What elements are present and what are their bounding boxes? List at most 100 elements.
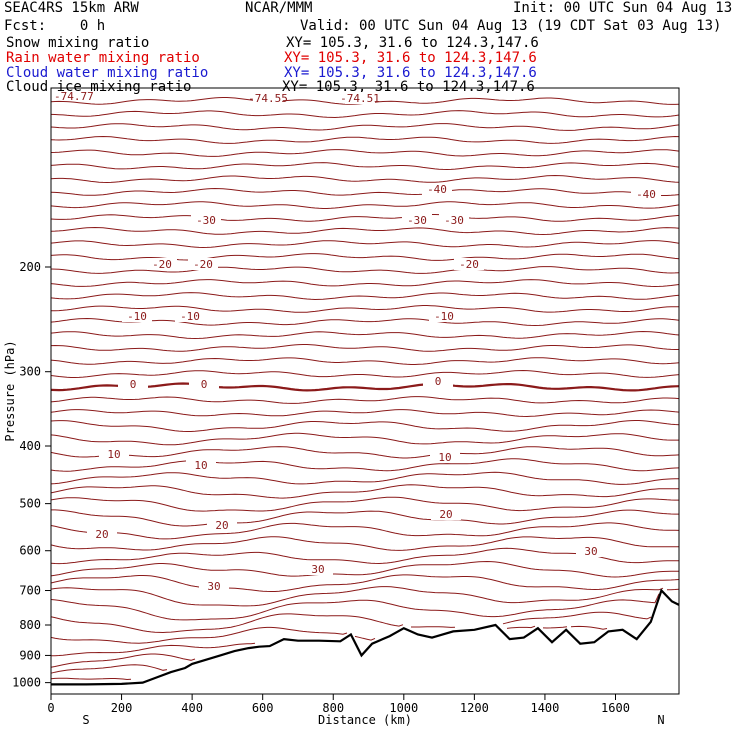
contour-label-bg xyxy=(99,448,129,460)
contour-label: -20 xyxy=(459,258,479,271)
contour-label-bg xyxy=(576,545,606,557)
contour-line-44 xyxy=(50,664,168,674)
contour-line-33 xyxy=(50,522,680,540)
field-cloud-ice-xy: XY= 105.3, 31.6 to 124.3,147.6 xyxy=(282,79,535,95)
contour-line-4 xyxy=(50,149,680,157)
contour-line-21 xyxy=(50,369,680,378)
contour-label: 20 xyxy=(95,528,108,541)
contour-label-bg xyxy=(439,214,469,226)
plot-frame xyxy=(50,87,680,695)
y-tick-label: 1000 xyxy=(12,676,41,690)
contour-line-42 xyxy=(51,642,256,657)
contour-label: -10 xyxy=(127,310,147,323)
contour-line-20 xyxy=(50,357,680,365)
contour-label: 10 xyxy=(194,459,207,472)
contour-line-9 xyxy=(50,214,680,222)
x-tick-label: 800 xyxy=(322,701,344,715)
contour-line-35 xyxy=(50,547,680,565)
temperature-contours xyxy=(50,97,680,681)
contour-label: -74.51 xyxy=(340,92,380,105)
contour-line-10 xyxy=(50,226,680,236)
contour-line-25 xyxy=(50,420,680,432)
y-axis-title: Pressure (hPa) xyxy=(3,340,17,441)
contour-label: 30 xyxy=(207,580,220,593)
contour-label: -20 xyxy=(152,258,172,271)
contour-label-bg xyxy=(631,188,661,200)
contour-line-26 xyxy=(50,432,679,446)
contour-label-bg xyxy=(191,214,221,226)
contour-label: -30 xyxy=(407,214,427,227)
contour-label-bg xyxy=(345,92,375,104)
contour-line-17 xyxy=(50,317,680,327)
x-tick-label: 200 xyxy=(111,701,133,715)
contour-line-15 xyxy=(50,292,680,301)
contour-line-13 xyxy=(50,266,680,274)
contour-label-bg xyxy=(207,519,237,531)
contour-label: 10 xyxy=(438,451,451,464)
contour-label: -30 xyxy=(196,214,216,227)
contour-line-24 xyxy=(50,409,680,418)
contour-label: 20 xyxy=(439,508,452,521)
contour-line-8 xyxy=(50,201,680,209)
contour-line-32 xyxy=(51,509,679,527)
terrain-line xyxy=(51,588,680,686)
contour-line-29 xyxy=(50,471,679,485)
contour-line-22 xyxy=(50,382,680,392)
y-tick-label: 200 xyxy=(19,260,41,274)
contour-label: 30 xyxy=(311,563,324,576)
contour-line-16 xyxy=(50,305,680,313)
contour-label: -74.55 xyxy=(248,92,288,105)
contour-line-27 xyxy=(50,446,680,459)
contour-line-1 xyxy=(50,110,680,119)
contour-label: -10 xyxy=(180,310,200,323)
x-tick-label: 1400 xyxy=(530,701,559,715)
x-tick-label: 1200 xyxy=(460,701,489,715)
contour-label-bg xyxy=(199,580,229,592)
field-cloud-water-xy: XY= 105.3, 31.6 to 124.3,147.6 xyxy=(284,65,537,81)
contour-label-bg xyxy=(303,563,333,575)
contour-line-2 xyxy=(50,123,680,131)
contour-label: -40 xyxy=(427,183,447,196)
y-tick-label: 300 xyxy=(19,365,41,379)
contour-label-bg xyxy=(253,92,283,104)
contour-line-6 xyxy=(50,174,680,184)
field-rain-label: Rain water mixing ratio xyxy=(6,50,200,66)
contour-label-bg xyxy=(122,310,152,322)
contour-line-19 xyxy=(50,344,679,352)
field-snow-label: Snow mixing ratio xyxy=(6,35,150,51)
contour-label: -40 xyxy=(636,188,656,201)
corner-contour-label: -74.77 xyxy=(54,90,94,103)
contour-line-5 xyxy=(50,162,680,171)
contour-line-30 xyxy=(50,484,679,499)
contour-label-bg xyxy=(147,258,177,270)
contour-label-bg xyxy=(188,258,218,270)
contour-line-36 xyxy=(50,560,679,578)
x-tick-label: 0 xyxy=(47,701,54,715)
contour-label-bg xyxy=(429,310,459,322)
contour-label: 10 xyxy=(107,448,120,461)
x-end-label-north: N xyxy=(657,713,664,727)
contour-line-38 xyxy=(50,586,680,607)
contour-label: -20 xyxy=(193,258,213,271)
y-tick-label: 900 xyxy=(19,648,41,662)
contour-line-3 xyxy=(50,135,680,144)
field-cloud-water-label: Cloud water mixing ratio xyxy=(6,65,209,81)
x-tick-label: 1000 xyxy=(389,701,418,715)
contour-line-45 xyxy=(50,677,132,681)
x-axis-title: Distance (km) xyxy=(318,713,412,727)
y-tick-label: 700 xyxy=(19,584,41,598)
y-tick-label: 800 xyxy=(19,618,41,632)
contour-label-bg xyxy=(402,214,432,226)
contour-label: 0 xyxy=(130,378,137,391)
contour-line-43 xyxy=(50,653,196,668)
x-tick-label: 400 xyxy=(181,701,203,715)
contour-line-28 xyxy=(50,458,680,472)
field-cloud-ice-label: Cloud ice mixing ratio xyxy=(6,79,192,95)
contour-label-bg xyxy=(454,258,484,270)
contour-line-31 xyxy=(50,496,679,512)
contour-line-34 xyxy=(50,536,680,551)
contour-line-11 xyxy=(50,240,680,249)
x-tick-label: 1600 xyxy=(601,701,630,715)
